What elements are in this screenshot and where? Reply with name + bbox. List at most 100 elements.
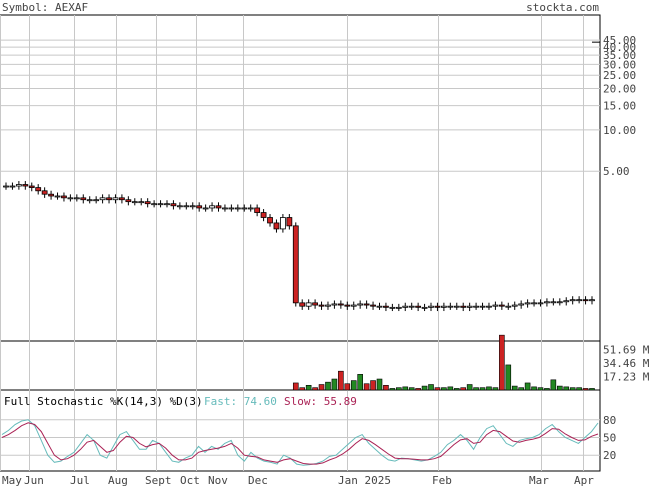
- candle-body: [376, 305, 383, 308]
- stochastic-tick-label: 20: [603, 449, 616, 462]
- candle-body: [537, 302, 544, 305]
- volume-bar: [344, 383, 351, 391]
- stochastic-title: Full Stochastic %K(14,3) %D(3): [4, 395, 203, 408]
- volume-bar: [415, 388, 421, 391]
- candle-body: [563, 300, 570, 303]
- volume-tick-label: 17.23 M: [603, 371, 650, 384]
- candle-body: [440, 305, 447, 308]
- stochastic-slow-line: [1, 422, 599, 465]
- candle-body: [54, 195, 61, 198]
- candle-body: [473, 305, 479, 308]
- x-tick-label: Jul: [70, 474, 90, 486]
- volume-tick-label: 51.69 M: [603, 344, 650, 357]
- candle-body: [325, 304, 331, 307]
- candle-body: [498, 304, 505, 307]
- volume-bar: [441, 387, 447, 391]
- candle-body: [486, 305, 492, 308]
- volume-bar: [466, 384, 473, 391]
- volume-tick-label: 34.46 M: [603, 357, 650, 370]
- candle-body: [247, 207, 254, 210]
- stochastic-tick-label: 50: [603, 432, 616, 445]
- volume-bar: [518, 387, 524, 391]
- candle-body: [273, 222, 280, 230]
- volume-bar: [511, 385, 518, 391]
- candle-body: [415, 305, 422, 308]
- candle-body: [466, 305, 473, 308]
- candle-body: [144, 201, 151, 205]
- volume-bar: [576, 387, 582, 391]
- volume-bar: [331, 378, 338, 391]
- candle-body: [170, 203, 177, 207]
- volume-bar: [563, 386, 570, 391]
- candle-body: [106, 197, 112, 201]
- stochastic-fast-line: [1, 419, 599, 466]
- volume-bar: [524, 382, 531, 391]
- candle-body: [402, 305, 409, 308]
- volume-bar: [383, 384, 389, 391]
- candle-body: [267, 217, 273, 224]
- candle-body: [357, 303, 364, 306]
- candle-body: [589, 299, 595, 302]
- volume-bar: [473, 387, 479, 391]
- candle-body: [125, 199, 132, 203]
- candle-body: [86, 199, 93, 202]
- candle-body: [215, 205, 222, 209]
- candle-body: [35, 187, 42, 192]
- x-tick-label: Apr: [574, 474, 594, 486]
- candle-body: [434, 305, 441, 308]
- x-tick-label: Jan 2025: [338, 474, 391, 486]
- volume-bar: [505, 364, 512, 391]
- volume-bar: [544, 388, 550, 391]
- candle-body: [383, 305, 389, 308]
- stochastic-slow-label: Slow: 55.89: [284, 395, 357, 408]
- volume-bar: [396, 387, 402, 391]
- candle-body: [3, 185, 9, 188]
- volume-bar: [492, 387, 499, 391]
- volume-bar: [589, 388, 595, 391]
- volume-bar: [305, 384, 312, 391]
- candle-body: [22, 184, 29, 187]
- candle-body: [331, 303, 338, 306]
- x-tick-label: Sept: [145, 474, 172, 486]
- candle-body: [254, 207, 261, 213]
- candle-body: [518, 303, 525, 306]
- volume-bar: [486, 386, 492, 391]
- candle-body: [569, 299, 576, 302]
- grid-layer: [0, 15, 600, 471]
- candle-body: [447, 305, 454, 308]
- volume-bar: [434, 387, 441, 391]
- candle-body: [234, 207, 241, 210]
- candle-body: [428, 305, 434, 308]
- volume-bar: [408, 387, 415, 391]
- volume-bar: [569, 387, 576, 391]
- volume-bar: [299, 387, 306, 391]
- price-tick-label: 20.00: [603, 83, 636, 96]
- volume-bar: [318, 384, 325, 391]
- x-axis: May Jun Jul Aug Sept Oct Nov Dec Jan 2025 Feb Mar A…: [2, 474, 594, 486]
- volume-layer: [292, 334, 595, 391]
- volume-bar: [537, 387, 544, 391]
- candle-body: [157, 203, 164, 206]
- volume-bar: [338, 370, 344, 391]
- volume-bar: [531, 386, 537, 391]
- volume-bar: [428, 384, 434, 391]
- candle-body: [576, 299, 583, 302]
- candle-body: [99, 197, 106, 201]
- candle-body: [48, 193, 54, 197]
- volume-bar: [557, 385, 563, 391]
- volume-bar: [389, 388, 396, 391]
- x-tick-label: Aug: [108, 474, 128, 486]
- x-tick-label: May: [2, 474, 22, 486]
- volume-bar: [357, 374, 363, 391]
- candle-body: [312, 302, 318, 306]
- price-tick-label: 40.00: [603, 41, 636, 54]
- volume-axis: 51.69 M34.46 M17.23 M: [603, 344, 650, 384]
- stochastic-tick-label: 80: [603, 414, 616, 427]
- candle-body: [189, 205, 196, 208]
- volume-bar: [550, 379, 557, 391]
- candles-layer: [3, 181, 595, 312]
- candle-body: [550, 301, 557, 304]
- candle-body: [151, 203, 158, 206]
- symbol-label: Symbol: AEXAF: [2, 1, 88, 14]
